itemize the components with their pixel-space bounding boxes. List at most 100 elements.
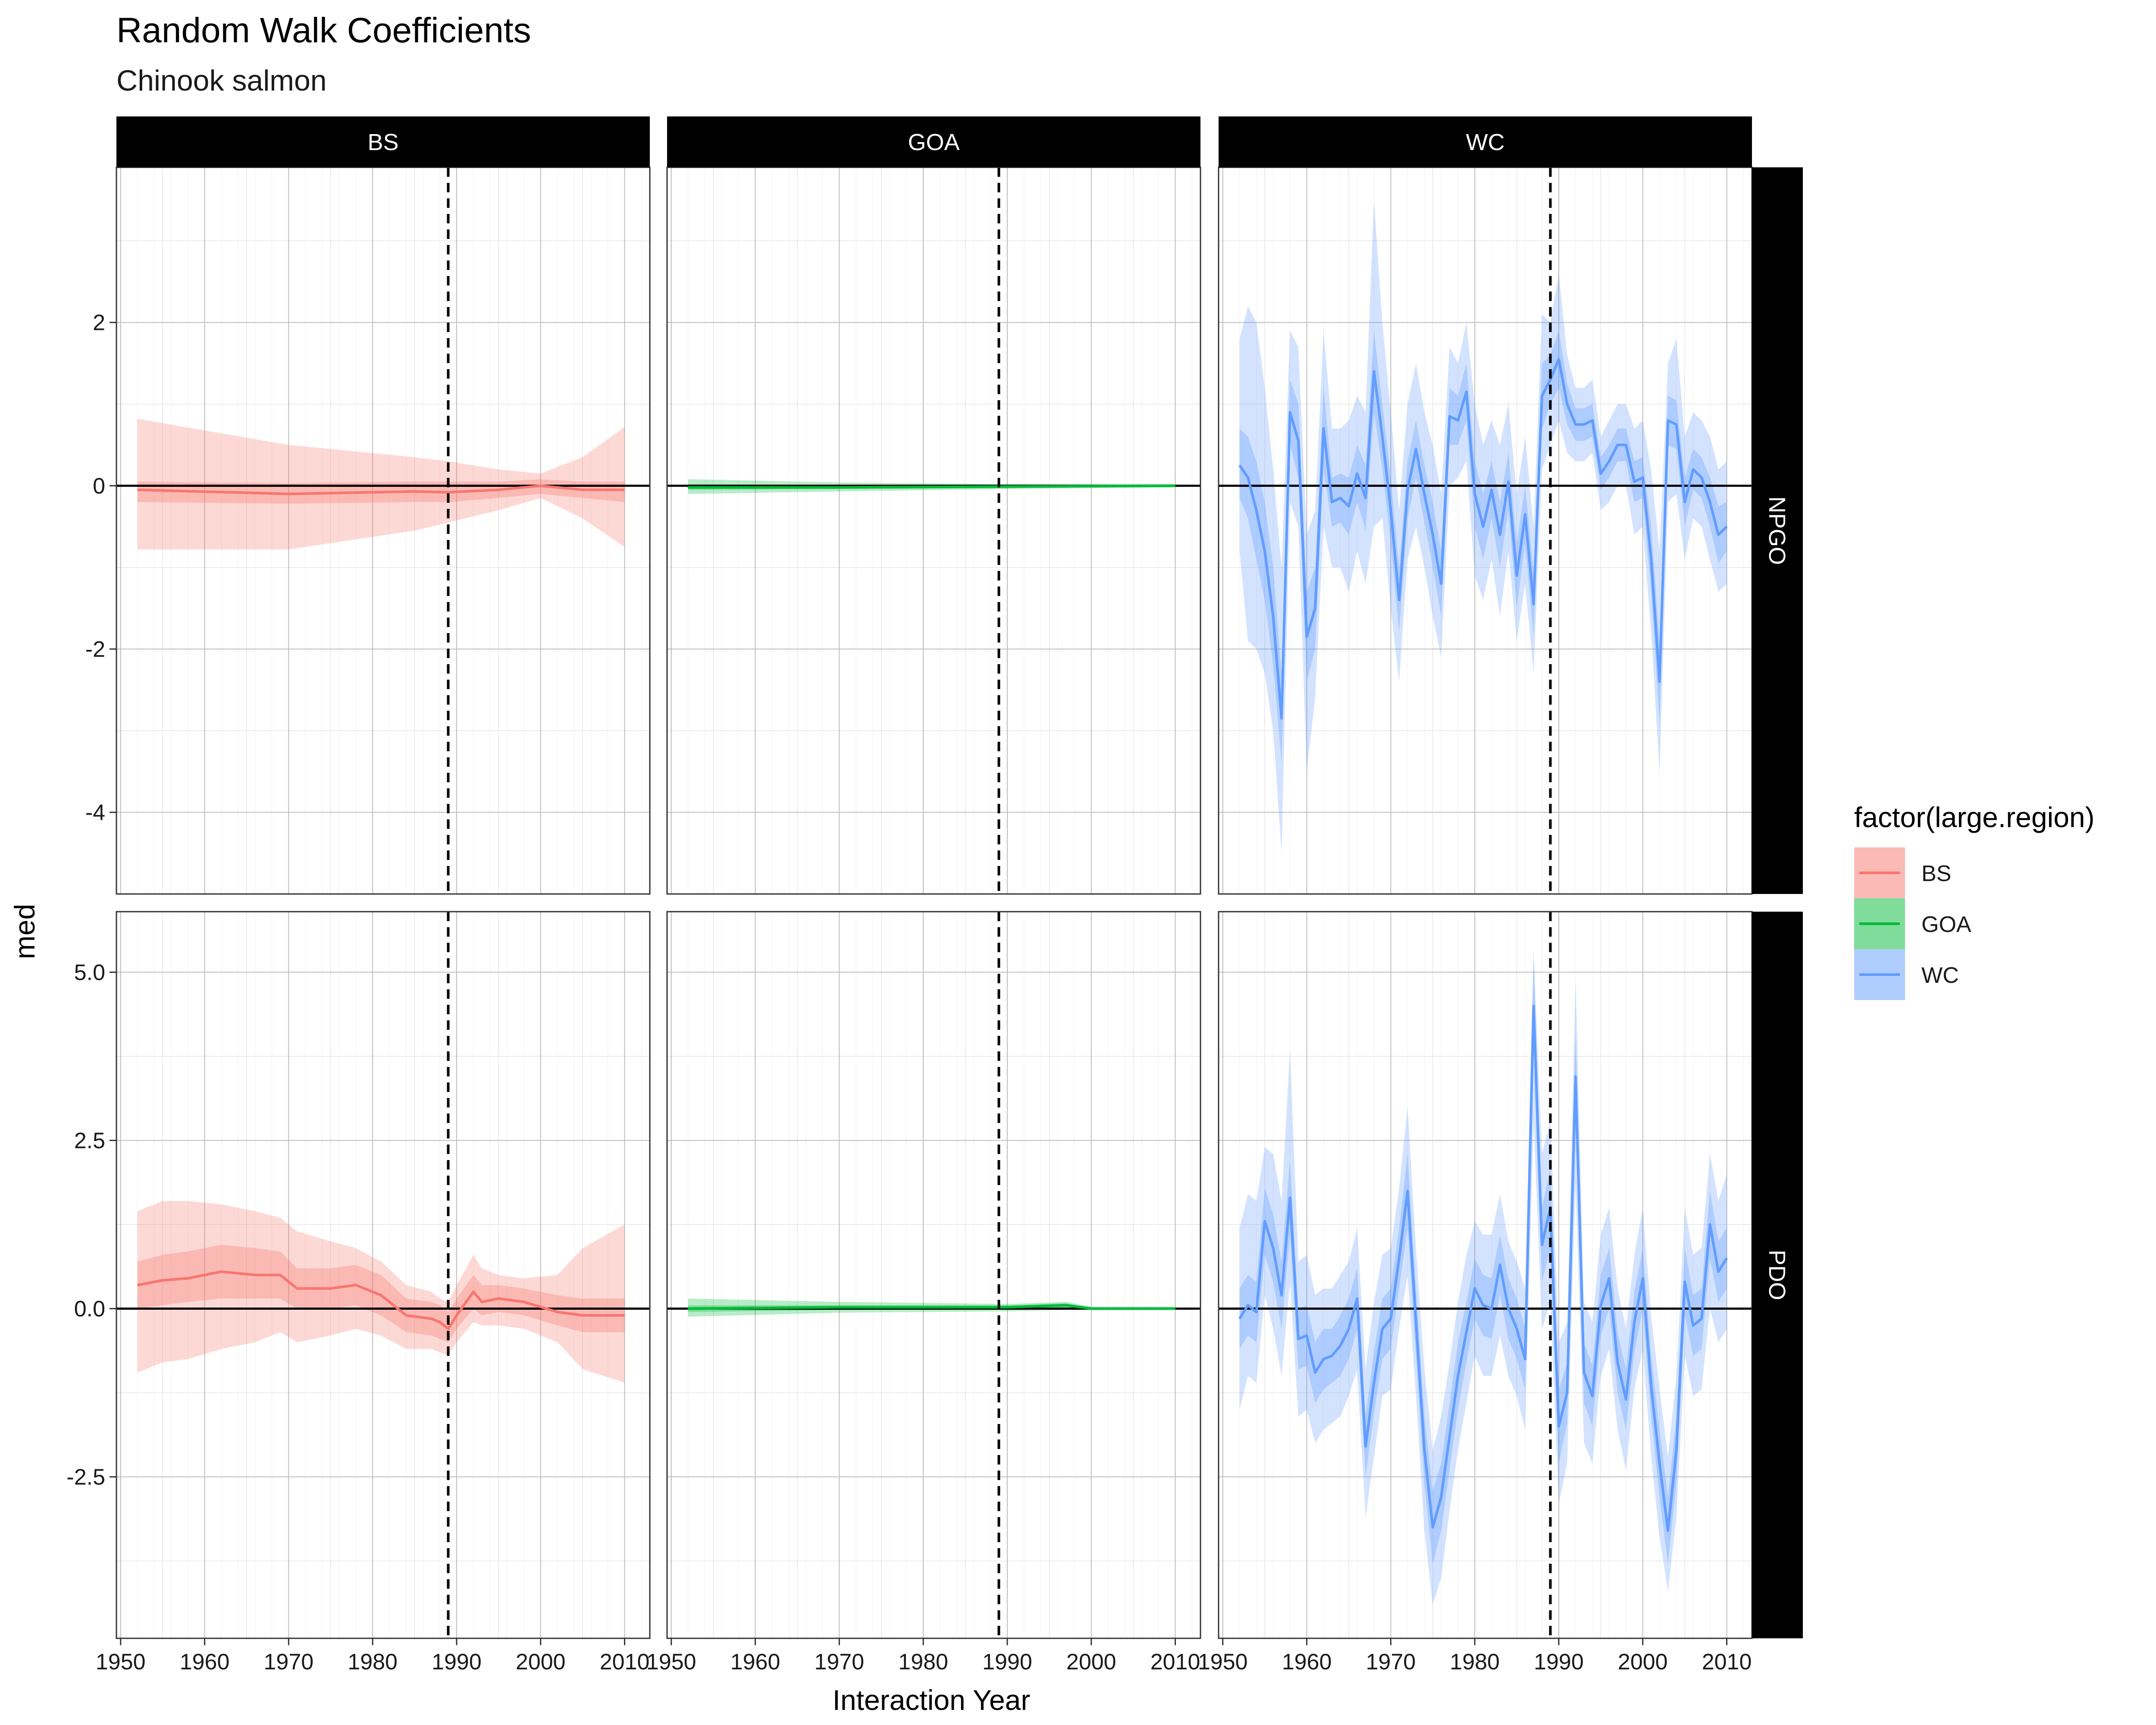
panel-background — [667, 167, 1200, 894]
series-point-wc — [1474, 1288, 1476, 1289]
series-point-bs — [557, 1311, 558, 1313]
series-point-wc — [1533, 1005, 1534, 1007]
series-point-wc — [1256, 1311, 1257, 1313]
y-tick-label: -2.5 — [66, 1465, 105, 1490]
series-point-bs — [330, 1288, 331, 1289]
facet-panels — [116, 166, 1753, 1639]
series-point-wc — [1583, 1372, 1585, 1373]
series-point-wc — [1525, 1358, 1526, 1360]
series-point-bs — [279, 1274, 281, 1276]
series-point-wc — [1432, 534, 1433, 535]
row-strip-label: NPGO — [1764, 496, 1790, 565]
x-tick-label: 2000 — [1066, 1650, 1116, 1675]
y-tick-label: 5.0 — [74, 960, 105, 985]
series-point-goa — [1007, 1307, 1008, 1308]
series-point-bs — [540, 485, 541, 486]
panel-npgo-bs — [116, 166, 651, 895]
panel-grid — [116, 912, 650, 1638]
x-tick-label: 1960 — [730, 1650, 780, 1675]
series-point-bs — [448, 492, 449, 493]
series-point-goa — [687, 487, 689, 488]
series-line-bs — [137, 484, 625, 496]
panel-border — [116, 911, 651, 1639]
x-tick-label: 1990 — [982, 1650, 1032, 1675]
x-tick-label: 2000 — [1618, 1650, 1668, 1675]
series-point-wc — [1676, 424, 1677, 425]
legend: factor(large.region) BS GOA WC — [1854, 801, 2095, 1000]
series-point-goa — [1007, 486, 1008, 487]
col-strip-label: GOA — [908, 129, 959, 155]
x-tick-label: 2000 — [516, 1650, 566, 1675]
series-point-wc — [1692, 469, 1694, 470]
col-strip-label: WC — [1466, 129, 1505, 155]
series-point-wc — [1558, 358, 1559, 360]
y-axis-title: med — [9, 904, 41, 959]
series-point-wc — [1718, 1271, 1719, 1272]
series-point-wc — [1272, 616, 1274, 617]
series-point-bs — [448, 1328, 449, 1330]
panel-pdo-wc — [1218, 911, 1753, 1639]
x-tick-label: 1970 — [264, 1650, 314, 1675]
series-point-wc — [1264, 1220, 1266, 1222]
panel-data — [1219, 912, 1752, 1638]
series-point-wc — [1457, 1375, 1459, 1377]
series-point-wc — [1701, 477, 1702, 478]
chart-subtitle: Chinook salmon — [116, 64, 327, 97]
series-point-wc — [1298, 440, 1299, 442]
series-point-wc — [1499, 1264, 1501, 1266]
panel-border — [666, 911, 1201, 1639]
x-tick-label: 1990 — [432, 1650, 482, 1675]
x-tick-label: 1990 — [1534, 1650, 1584, 1675]
series-point-wc — [1491, 1308, 1492, 1309]
series-point-wc — [1550, 379, 1551, 380]
series-point-wc — [1583, 424, 1585, 425]
series-point-wc — [1508, 481, 1509, 482]
x-tick-label: 1950 — [96, 1650, 146, 1675]
series-point-bs — [221, 1271, 222, 1272]
series-point-wc — [1424, 1449, 1425, 1451]
panel-grid — [1219, 912, 1752, 1638]
panel-grid — [116, 167, 650, 894]
series-point-wc — [1617, 1362, 1618, 1363]
legend-label: GOA — [1921, 912, 1971, 937]
series-point-wc — [1600, 1305, 1601, 1306]
x-tick-label: 1980 — [898, 1650, 948, 1675]
series-point-bs — [288, 493, 289, 495]
panel-pdo-bs — [116, 911, 651, 1639]
series-point-wc — [1608, 461, 1610, 462]
series-point-wc — [1482, 526, 1484, 527]
series-point-wc — [1718, 534, 1719, 535]
series-point-wc — [1407, 489, 1408, 490]
series-point-goa — [1175, 1308, 1176, 1309]
series-point-goa — [687, 1308, 689, 1309]
series-point-goa — [839, 1307, 840, 1308]
series-point-wc — [1247, 1305, 1249, 1306]
series-point-goa — [839, 487, 840, 488]
y-tick-label: 0.0 — [74, 1297, 105, 1322]
series-point-wc — [1348, 505, 1349, 507]
y-tick-label: 2.5 — [74, 1128, 105, 1153]
row-strip-npgo — [1752, 167, 1803, 894]
series-point-wc — [1398, 599, 1400, 601]
panel-background — [1219, 912, 1752, 1638]
series-point-wc — [1634, 1321, 1635, 1323]
series-point-bs — [624, 1315, 625, 1316]
series-point-bs — [431, 1318, 432, 1319]
outer-ribbon-wc — [1239, 948, 1727, 1605]
series-point-wc — [1466, 1332, 1467, 1333]
series-point-bs — [296, 1288, 298, 1289]
series-point-wc — [1256, 510, 1257, 511]
series-point-bs — [582, 1315, 583, 1316]
series-point-bs — [162, 1280, 163, 1281]
legend-title: factor(large.region) — [1854, 801, 2095, 833]
series-point-bs — [498, 489, 499, 490]
series-point-wc — [1398, 1258, 1400, 1259]
series-point-bs — [254, 1274, 256, 1276]
panel-npgo-goa — [666, 166, 1201, 895]
series-point-wc — [1457, 420, 1459, 421]
panel-data — [116, 912, 650, 1638]
series-point-wc — [1558, 1426, 1559, 1427]
panel-grid — [667, 167, 1200, 894]
series-point-wc — [1684, 1281, 1686, 1283]
